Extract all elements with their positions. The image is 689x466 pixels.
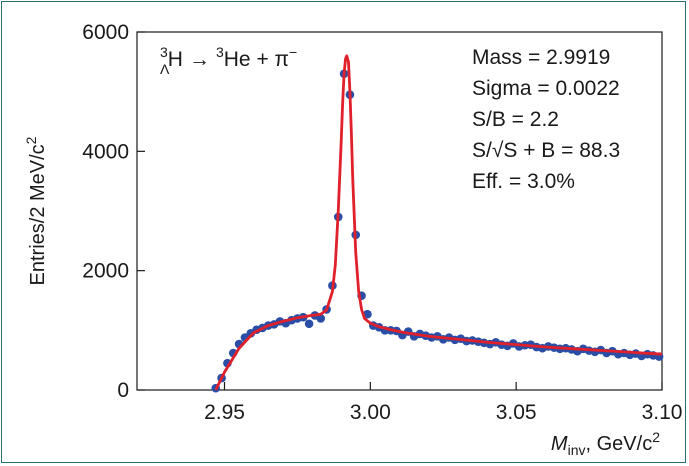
y-tick-label: 0 — [117, 379, 129, 402]
x-tick-label: 2.95 — [204, 401, 245, 424]
annotation-significance: S/√S + B = 88.3 — [472, 139, 620, 162]
axis-ticks: 2.95 3.00 3.05 3.10 0 2000 4000 6000 — [82, 21, 682, 424]
x-tick-label: 3.10 — [642, 401, 683, 424]
reaction-label: 3H → 3He + π− — [160, 44, 297, 71]
data-point — [304, 319, 314, 329]
annotation-mass: Mass = 2.9919 — [472, 46, 610, 69]
y-tick-label: 6000 — [82, 21, 129, 44]
reaction-subscript: Λ — [160, 61, 170, 77]
annotation-sigma: Sigma = 0.0022 — [472, 77, 620, 100]
y-tick-label: 2000 — [82, 260, 129, 283]
annotation-s-over-b: S/B = 2.2 — [472, 108, 559, 131]
data-points-group — [211, 69, 664, 393]
fit-curve-group — [214, 54, 663, 391]
x-axis-label: Minv, GeV/c2 — [551, 429, 660, 458]
plot-area — [136, 31, 663, 391]
fit-curve — [214, 54, 663, 391]
data-point — [316, 314, 326, 323]
x-tick-label: 3.00 — [350, 401, 391, 424]
annotation-efficiency: Eff. = 3.0% — [472, 170, 575, 193]
x-tick-label: 3.05 — [496, 401, 537, 424]
y-axis-label: Entries/2 MeV/c2 — [23, 136, 49, 285]
y-tick-label: 4000 — [82, 140, 129, 163]
